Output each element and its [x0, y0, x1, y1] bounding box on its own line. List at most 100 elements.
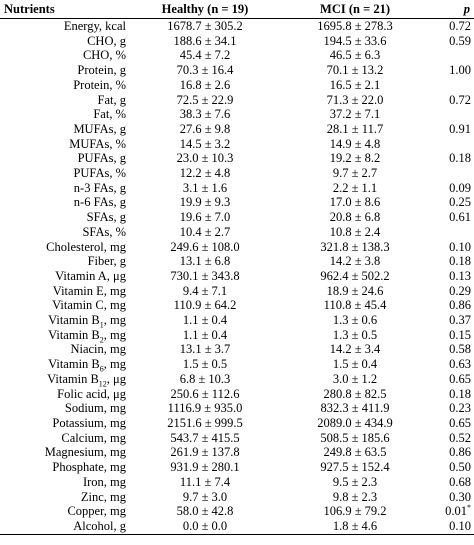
nutrient-label: Folic acid, μg: [57, 386, 126, 401]
nutrient-name: Magnesium, mg: [0, 445, 130, 460]
nutrient-name: Energy, kcal: [0, 19, 130, 34]
nutrient-label: PUFAs, %: [73, 166, 126, 181]
nutrient-label: Cholesterol, mg: [46, 239, 126, 254]
header-p: p: [463, 2, 470, 16]
healthy-value: 13.1 ± 3.7: [179, 342, 231, 357]
nutrient-label: Fat, g: [97, 92, 126, 107]
mci-value: 2.2 ± 1.1: [332, 180, 378, 195]
nutrient-name: PUFAs, g: [0, 151, 130, 166]
table-row: Fat, g 72.5 ± 22.9 71.3 ± 22.0 0.72: [0, 93, 474, 108]
healthy-value: 1116.9 ± 935.0: [167, 401, 243, 416]
header-healthy: Healthy (n = 19): [161, 2, 249, 16]
mci-value: 28.1 ± 11.7: [326, 121, 384, 136]
header-nutrients: Nutrients: [4, 2, 55, 16]
mci-value: 70.1 ± 13.2: [326, 63, 384, 78]
nutrient-name: Protein, %: [0, 78, 130, 93]
mci-value: 71.3 ± 22.0: [326, 92, 384, 107]
nutrient-label: Niacin, mg: [70, 342, 126, 357]
mci-value: 2089.0 ± 434.9: [317, 415, 393, 430]
nutrient-name: Vitamin B12, μg: [0, 371, 130, 389]
table-row: MUFAs, g 27.6 ± 9.8 28.1 ± 11.7 0.91: [0, 122, 474, 137]
mci-value: 17.0 ± 8.6: [329, 195, 381, 210]
mci-value: 14.9 ± 4.8: [329, 136, 381, 151]
nutrient-label: Vitamin B: [48, 327, 100, 342]
table-row: Alcohol, g 0.0 ± 0.0 1.8 ± 4.6 0.10: [0, 518, 474, 535]
p-value-text: 0.68: [449, 474, 471, 489]
mci-value: 249.8 ± 63.5: [323, 445, 387, 460]
p-value: [430, 48, 474, 63]
healthy-value: 14.5 ± 3.2: [179, 136, 231, 151]
table-row: Vitamin B12, μg 6.8 ± 10.3 3.0 ± 1.2 0.65: [0, 371, 474, 389]
nutrient-label: Vitamin B: [48, 357, 100, 372]
healthy-value: 9.4 ± 7.1: [182, 283, 228, 298]
nutrient-name: Fat, g: [0, 93, 130, 108]
mci-value: 14.2 ± 3.8: [329, 254, 381, 269]
table-row: SFAs, % 10.4 ± 2.7 10.8 ± 2.4: [0, 225, 474, 240]
nutrient-label: Magnesium, mg: [44, 445, 126, 460]
mci-value: 1.3 ± 0.5: [332, 327, 378, 342]
nutrient-name: Vitamin A, μg: [0, 269, 130, 284]
mci-value: 280.8 ± 82.5: [323, 386, 387, 401]
table-row: Protein, g 70.3 ± 16.4 70.1 ± 13.2 1.00: [0, 63, 474, 78]
p-value-text: 0.10: [449, 518, 471, 533]
mci-value: 1.5 ± 0.4: [332, 357, 378, 372]
nutrient-label: Vitamin B: [47, 371, 99, 386]
mci-value: 3.0 ± 1.2: [332, 371, 378, 386]
p-value: 0.65: [430, 416, 474, 431]
mci-value: 37.2 ± 7.1: [329, 107, 381, 122]
nutrient-label: SFAs, %: [82, 224, 126, 239]
p-value-text: 0.91: [449, 121, 471, 136]
p-value-text: 0.15: [449, 327, 471, 342]
nutrient-name: SFAs, g: [0, 210, 130, 225]
mci-value: 321.8 ± 138.3: [320, 239, 390, 254]
p-value: 0.52: [430, 431, 474, 446]
mci-value: 110.8 ± 45.4: [323, 298, 387, 313]
table-row: PUFAs, % 12.2 ± 4.8 9.7 ± 2.7: [0, 166, 474, 181]
nutrient-label: n-6 FAs, g: [73, 195, 126, 210]
p-value-text: 0.13: [449, 268, 471, 283]
p-value: 0.18: [430, 254, 474, 269]
nutrient-label: MUFAs, %: [69, 136, 126, 151]
nutrient-label: Potassium, mg: [52, 415, 126, 430]
p-value-text: 0.86: [449, 445, 471, 460]
nutrient-name: CHO, g: [0, 34, 130, 49]
p-value: 0.37: [430, 313, 474, 328]
nutrient-label: Vitamin C, mg: [52, 298, 126, 313]
healthy-value: 23.0 ± 10.3: [176, 151, 234, 166]
nutrient-name: Iron, mg: [0, 475, 130, 490]
nutrient-label: Zinc, mg: [80, 489, 126, 504]
table-row: Iron, mg 11.1 ± 7.4 9.5 ± 2.3 0.68: [0, 475, 474, 490]
nutrient-name: Vitamin E, mg: [0, 284, 130, 299]
p-value-text: 0.09: [449, 180, 471, 195]
mci-value: 16.5 ± 2.1: [329, 77, 381, 92]
nutrient-name: Zinc, mg: [0, 490, 130, 505]
p-value-text: 0.30: [449, 489, 471, 504]
nutrient-label: Iron, mg: [82, 474, 126, 489]
nutrient-name: Copper, mg: [0, 504, 130, 519]
healthy-value: 261.9 ± 137.8: [170, 445, 240, 460]
nutrient-unit: , μg: [106, 371, 126, 386]
table-row: Potassium, mg 2151.6 ± 999.5 2089.0 ± 434.…: [0, 416, 474, 431]
p-value: 0.29: [430, 284, 474, 299]
p-value-text: 0.23: [449, 401, 471, 416]
table-row: SFAs, g 19.6 ± 7.0 20.8 ± 6.8 0.61: [0, 210, 474, 225]
table-row: PUFAs, g 23.0 ± 10.3 19.2 ± 8.2 0.18: [0, 151, 474, 166]
p-value: 0.59: [430, 34, 474, 49]
p-value: 0.50: [430, 460, 474, 475]
nutrient-subscript: 12: [98, 379, 107, 389]
healthy-value: 1.5 ± 0.5: [182, 357, 228, 372]
table-row: Fiber, g 13.1 ± 6.8 14.2 ± 3.8 0.18: [0, 254, 474, 269]
mci-value: 9.8 ± 2.3: [332, 489, 378, 504]
healthy-value: 19.9 ± 9.3: [179, 195, 231, 210]
nutrient-label: Sodium, mg: [64, 401, 126, 416]
nutrient-label: Phosphate, mg: [52, 460, 126, 475]
healthy-value: 1.1 ± 0.4: [182, 327, 228, 342]
p-value-text: 0.52: [449, 430, 471, 445]
healthy-value: 12.2 ± 4.8: [179, 166, 231, 181]
p-value-text: 0.25: [449, 195, 471, 210]
p-value: 0.09: [430, 181, 474, 196]
healthy-value: 9.7 ± 3.0: [182, 489, 228, 504]
p-value: [430, 225, 474, 240]
